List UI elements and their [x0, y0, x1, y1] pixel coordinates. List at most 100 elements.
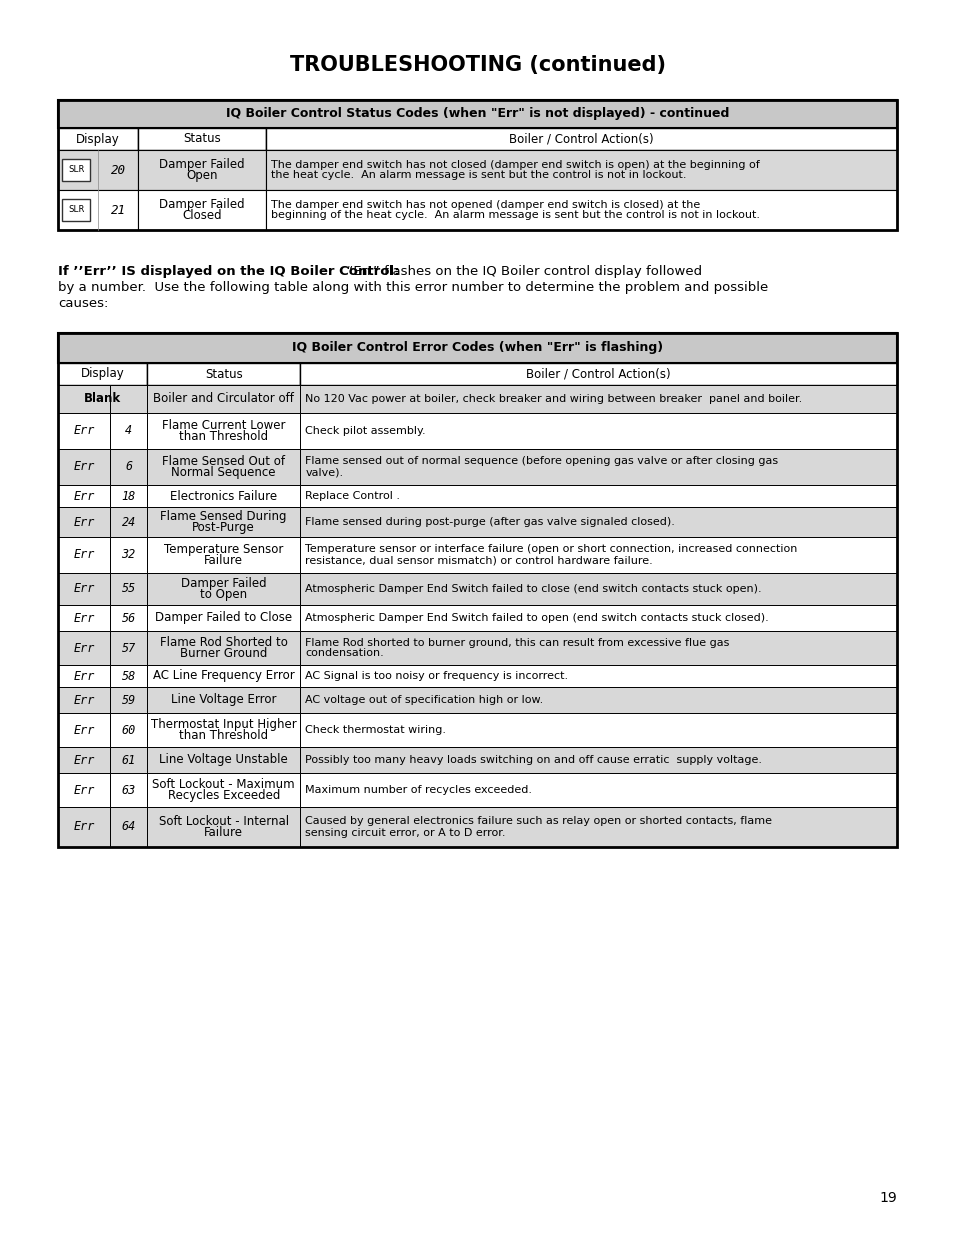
Bar [300, 713, 896, 747]
Text: Display: Display [81, 368, 124, 380]
Bar [147, 631, 300, 664]
Bar [147, 773, 300, 806]
Bar [300, 412, 896, 450]
Text: 32: 32 [121, 548, 135, 562]
Text: Flame sensed during post-purge (after gas valve signaled closed).: Flame sensed during post-purge (after ga… [305, 517, 675, 527]
Bar [110, 713, 147, 747]
Text: 18: 18 [121, 489, 135, 503]
Text: The damper end switch has not opened (damper end switch is closed) at the: The damper end switch has not opened (da… [271, 200, 700, 210]
Text: AC Line Frequency Error: AC Line Frequency Error [152, 669, 294, 683]
Text: Soft Lockout - Internal: Soft Lockout - Internal [158, 815, 289, 827]
Bar [300, 687, 896, 713]
Bar [110, 631, 147, 664]
Text: beginning of the heat cycle.  An alarm message is sent but the control is not in: beginning of the heat cycle. An alarm me… [271, 210, 760, 221]
Text: Flame sensed out of normal sequence (before opening gas valve or after closing g: Flame sensed out of normal sequence (bef… [305, 457, 778, 467]
Text: Damper Failed to Close: Damper Failed to Close [155, 611, 292, 625]
Bar [147, 605, 300, 631]
Bar [58, 485, 110, 508]
Text: Flame Current Lower: Flame Current Lower [162, 419, 285, 432]
Text: 6: 6 [125, 461, 132, 473]
Bar [147, 747, 300, 773]
Bar [147, 713, 300, 747]
Bar [58, 450, 110, 485]
Bar [58, 412, 110, 450]
Text: Damper Failed: Damper Failed [159, 198, 245, 211]
Bar [62, 159, 90, 182]
Bar [110, 747, 147, 773]
Text: IQ Boiler Control Status Codes (when "Err" is not displayed) - continued: IQ Boiler Control Status Codes (when "Er… [226, 107, 728, 121]
Text: Line Voltage Error: Line Voltage Error [171, 694, 276, 706]
Text: SLR: SLR [68, 165, 84, 174]
Bar [300, 806, 896, 847]
Bar [58, 537, 110, 573]
Text: Check thermostat wiring.: Check thermostat wiring. [305, 725, 446, 735]
Text: If ’’Err’’ IS displayed on the IQ Boiler Control:: If ’’Err’’ IS displayed on the IQ Boiler… [58, 266, 399, 278]
Bar [110, 537, 147, 573]
Text: Atmospheric Damper End Switch failed to open (end switch contacts stuck closed).: Atmospheric Damper End Switch failed to … [305, 613, 768, 622]
Text: Possibly too many heavy loads switching on and off cause erratic  supply voltage: Possibly too many heavy loads switching … [305, 755, 761, 764]
Text: “Err” flashes on the IQ Boiler control display followed: “Err” flashes on the IQ Boiler control d… [337, 266, 701, 278]
Text: 24: 24 [121, 515, 135, 529]
Bar [58, 664, 110, 687]
Text: Normal Sequence: Normal Sequence [172, 466, 275, 479]
Bar [147, 363, 300, 385]
Text: condensation.: condensation. [305, 648, 384, 658]
Text: Replace Control .: Replace Control . [305, 492, 400, 501]
Text: than Threshold: than Threshold [179, 430, 268, 443]
Bar [300, 573, 896, 605]
Text: Flame Rod Shorted to: Flame Rod Shorted to [160, 636, 288, 650]
Text: Err: Err [73, 783, 94, 797]
Text: Flame Rod shorted to burner ground, this can result from excessive flue gas: Flame Rod shorted to burner ground, this… [305, 637, 729, 647]
Bar [147, 664, 300, 687]
Bar [300, 450, 896, 485]
Bar [110, 573, 147, 605]
Bar [147, 806, 300, 847]
Text: Err: Err [73, 583, 94, 595]
Bar [300, 537, 896, 573]
Bar [300, 664, 896, 687]
Text: than Threshold: than Threshold [179, 729, 268, 742]
Text: Atmospheric Damper End Switch failed to close (end switch contacts stuck open).: Atmospheric Damper End Switch failed to … [305, 584, 761, 594]
Bar [266, 149, 896, 190]
Text: 60: 60 [121, 724, 135, 736]
Text: Err: Err [73, 669, 94, 683]
Text: Err: Err [73, 611, 94, 625]
Text: valve).: valve). [305, 468, 343, 478]
Text: Display: Display [76, 132, 120, 146]
Bar [147, 537, 300, 573]
Bar [58, 605, 110, 631]
Text: Err: Err [73, 548, 94, 562]
Text: Check pilot assembly.: Check pilot assembly. [305, 426, 425, 436]
Text: 64: 64 [121, 820, 135, 834]
Text: 61: 61 [121, 753, 135, 767]
Text: Temperature Sensor: Temperature Sensor [164, 543, 283, 556]
Text: 19: 19 [879, 1191, 896, 1205]
Text: to Open: to Open [200, 588, 247, 601]
Bar [147, 573, 300, 605]
Bar [300, 363, 896, 385]
Bar [110, 687, 147, 713]
Text: 21: 21 [111, 204, 126, 216]
Bar [147, 508, 300, 537]
Bar [300, 747, 896, 773]
Bar [266, 190, 896, 230]
Bar [147, 412, 300, 450]
Bar [110, 508, 147, 537]
Text: TROUBLESHOOTING (continued): TROUBLESHOOTING (continued) [289, 56, 665, 75]
Text: resistance, dual sensor mismatch) or control hardware failure.: resistance, dual sensor mismatch) or con… [305, 556, 653, 566]
Text: Temperature sensor or interface failure (open or short connection, increased con: Temperature sensor or interface failure … [305, 545, 797, 555]
Text: Err: Err [73, 515, 94, 529]
Text: 58: 58 [121, 669, 135, 683]
Text: Damper Failed: Damper Failed [181, 577, 266, 590]
Text: IQ Boiler Control Error Codes (when "Err" is flashing): IQ Boiler Control Error Codes (when "Err… [292, 342, 662, 354]
Bar [58, 333, 896, 847]
Bar [58, 128, 138, 149]
Bar [147, 687, 300, 713]
Bar [147, 450, 300, 485]
Bar [110, 485, 147, 508]
Bar [110, 773, 147, 806]
Bar [138, 190, 266, 230]
Text: Err: Err [73, 489, 94, 503]
Text: Err: Err [73, 425, 94, 437]
Text: 20: 20 [111, 163, 126, 177]
